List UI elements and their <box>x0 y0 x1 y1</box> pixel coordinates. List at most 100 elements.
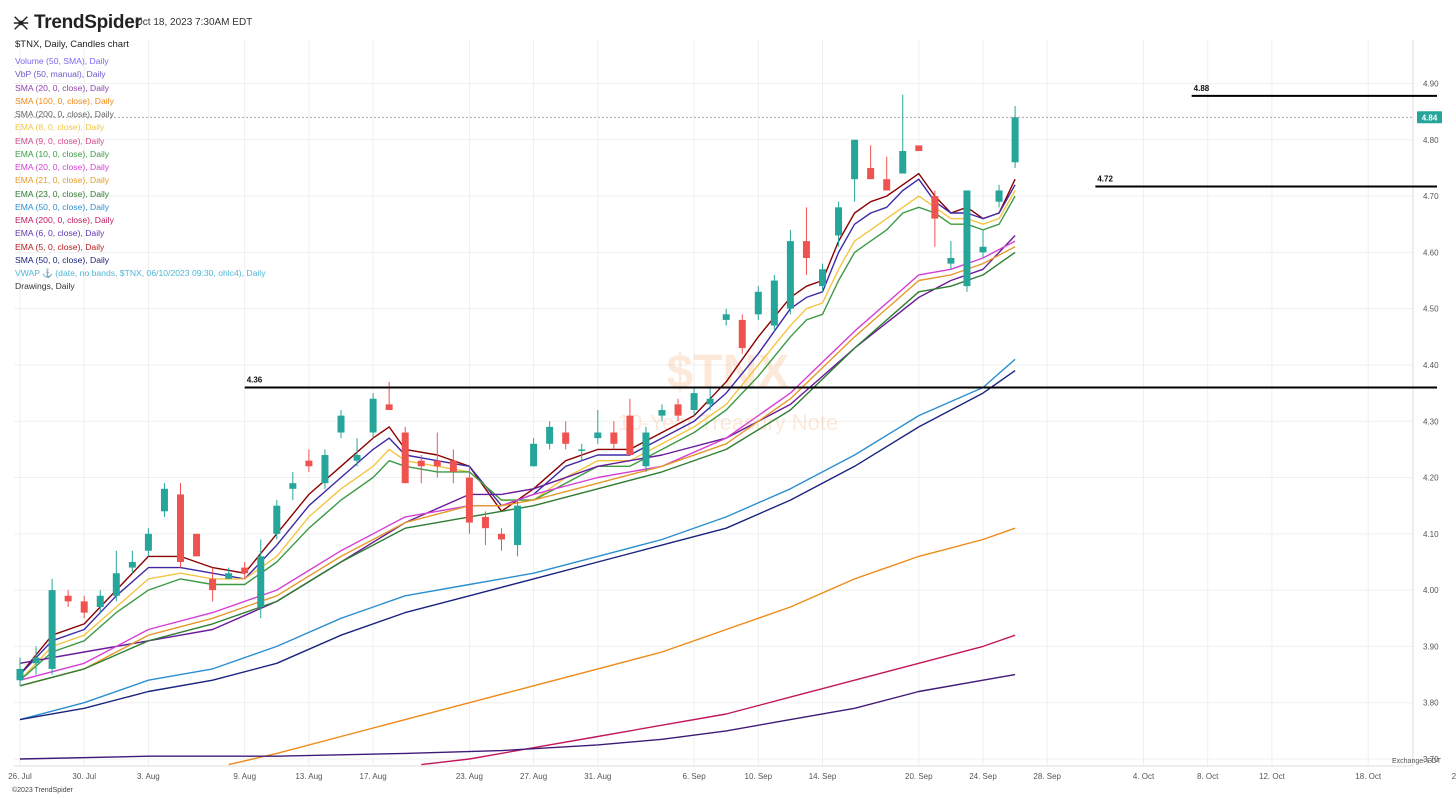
candle[interactable] <box>417 455 425 484</box>
candle[interactable] <box>931 190 939 247</box>
candle[interactable] <box>385 381 393 410</box>
candle[interactable] <box>1011 106 1019 168</box>
legend-item[interactable]: VWAP ⚓ (date, no bands, $TNX, 06/10/2023… <box>15 268 266 278</box>
candle[interactable] <box>433 432 441 478</box>
candle[interactable] <box>225 567 233 579</box>
candle[interactable] <box>481 511 489 546</box>
candle-body <box>610 432 618 444</box>
candle[interactable] <box>738 314 746 354</box>
candle[interactable] <box>722 308 730 326</box>
legend-item[interactable]: EMA (8, 0, close), Daily <box>15 122 105 133</box>
candle[interactable] <box>498 528 505 551</box>
series-line-9 <box>19 370 1016 721</box>
candle[interactable] <box>899 94 907 174</box>
legend-item[interactable]: EMA (6, 0, close), Daily <box>15 228 105 239</box>
candle[interactable] <box>786 229 794 315</box>
candle-body <box>835 207 843 236</box>
candle[interactable] <box>449 449 457 484</box>
candle[interactable] <box>369 393 377 439</box>
candle[interactable] <box>883 156 891 191</box>
candle[interactable] <box>690 387 698 416</box>
legend-item[interactable]: EMA (50, 0, close), Daily <box>15 201 110 212</box>
candle-body <box>128 561 136 568</box>
legend-item[interactable]: VbP (50, manual), Daily <box>15 69 106 80</box>
candle[interactable] <box>289 471 297 501</box>
candle[interactable] <box>770 274 778 332</box>
candle[interactable] <box>594 409 602 444</box>
candle[interactable] <box>979 229 987 259</box>
candle[interactable] <box>546 421 554 450</box>
candle[interactable] <box>610 421 618 450</box>
candle[interactable] <box>658 404 666 422</box>
indicator-legend: Volume (50, SMA), Daily VbP (50, manual),… <box>15 55 266 294</box>
legend-item[interactable]: Volume (50, SMA), Daily <box>15 56 109 66</box>
candle[interactable] <box>626 398 634 456</box>
candle[interactable] <box>674 398 682 422</box>
candles[interactable] <box>16 94 1019 686</box>
x-tick-label: 6. Sep <box>683 772 707 781</box>
legend-item[interactable]: SMA (200, 0, close), Daily <box>15 109 114 119</box>
candle[interactable] <box>867 145 875 180</box>
legend-item[interactable]: EMA (23, 0, close), Daily <box>15 188 110 199</box>
candle[interactable] <box>754 286 762 320</box>
horizontal-levels[interactable]: 4.88 4.72 4.36 <box>244 84 1437 389</box>
candle-body <box>1011 117 1019 163</box>
legend-item[interactable]: EMA (20, 0, close), Daily <box>15 162 110 172</box>
candle[interactable] <box>706 387 714 410</box>
candle[interactable] <box>193 533 201 557</box>
candle[interactable] <box>177 483 184 568</box>
candle[interactable] <box>401 426 409 484</box>
time-axis[interactable]: 26. Jul 30. Jul 3. Aug 9. Aug 13. Aug 17. Aug… <box>8 772 1456 781</box>
candle[interactable] <box>802 207 810 275</box>
candle[interactable] <box>642 426 650 472</box>
legend-item[interactable]: EMA (9, 0, close), Daily <box>15 135 105 146</box>
candle[interactable] <box>562 421 570 450</box>
candle[interactable] <box>96 590 104 613</box>
candle[interactable] <box>112 550 120 602</box>
y-tick-label: 4.30 <box>1423 417 1439 426</box>
legend-item[interactable]: EMA (10, 0, close), Daily <box>15 148 110 159</box>
series-line-2 <box>19 190 1016 681</box>
candle[interactable] <box>465 466 473 534</box>
candle[interactable] <box>353 438 361 467</box>
candle[interactable] <box>144 528 152 557</box>
legend-item[interactable]: EMA (21, 0, close), Daily <box>15 175 110 186</box>
candle[interactable] <box>915 145 923 152</box>
brand-logo[interactable]: TrendSpider <box>12 12 142 34</box>
candle[interactable] <box>64 590 72 608</box>
candle-body <box>754 291 762 315</box>
candle[interactable] <box>48 578 56 675</box>
candle[interactable] <box>305 449 313 472</box>
candle[interactable] <box>16 657 24 686</box>
legend-item[interactable]: EMA (5, 0, close), Daily <box>15 241 105 252</box>
candle[interactable] <box>947 241 955 270</box>
candle[interactable] <box>257 539 265 619</box>
candle[interactable] <box>835 201 843 247</box>
candle-body <box>433 460 441 467</box>
candle[interactable] <box>337 409 345 439</box>
candle[interactable] <box>321 449 329 489</box>
candle[interactable] <box>963 190 971 292</box>
x-tick-label: 27. Aug <box>520 772 547 781</box>
price-axis[interactable]: 3.70 3.80 3.90 4.00 4.10 4.20 4.30 4.40 4.50 4.60… <box>1423 80 1439 765</box>
candle[interactable] <box>80 595 88 619</box>
candle[interactable] <box>273 500 281 540</box>
candle[interactable] <box>530 438 538 467</box>
candle[interactable] <box>241 561 249 579</box>
candle[interactable] <box>819 263 826 292</box>
candle[interactable] <box>514 500 522 557</box>
legend-item[interactable]: SMA (50, 0, close), Daily <box>15 254 110 265</box>
legend-item[interactable]: SMA (100, 0, close), Daily <box>15 95 114 106</box>
legend-item[interactable]: Drawings, Daily <box>15 281 75 292</box>
candle[interactable] <box>851 139 859 202</box>
candle[interactable] <box>32 646 40 675</box>
candle[interactable] <box>160 483 168 517</box>
candle[interactable] <box>578 443 586 461</box>
last-price-badge <box>1417 111 1442 124</box>
legend-item[interactable]: SMA (20, 0, close), Daily <box>15 82 110 93</box>
legend-item[interactable]: EMA (200, 0, close), Daily <box>15 215 114 225</box>
candle[interactable] <box>128 550 136 574</box>
candle[interactable] <box>209 567 217 602</box>
candle[interactable] <box>995 184 1003 208</box>
